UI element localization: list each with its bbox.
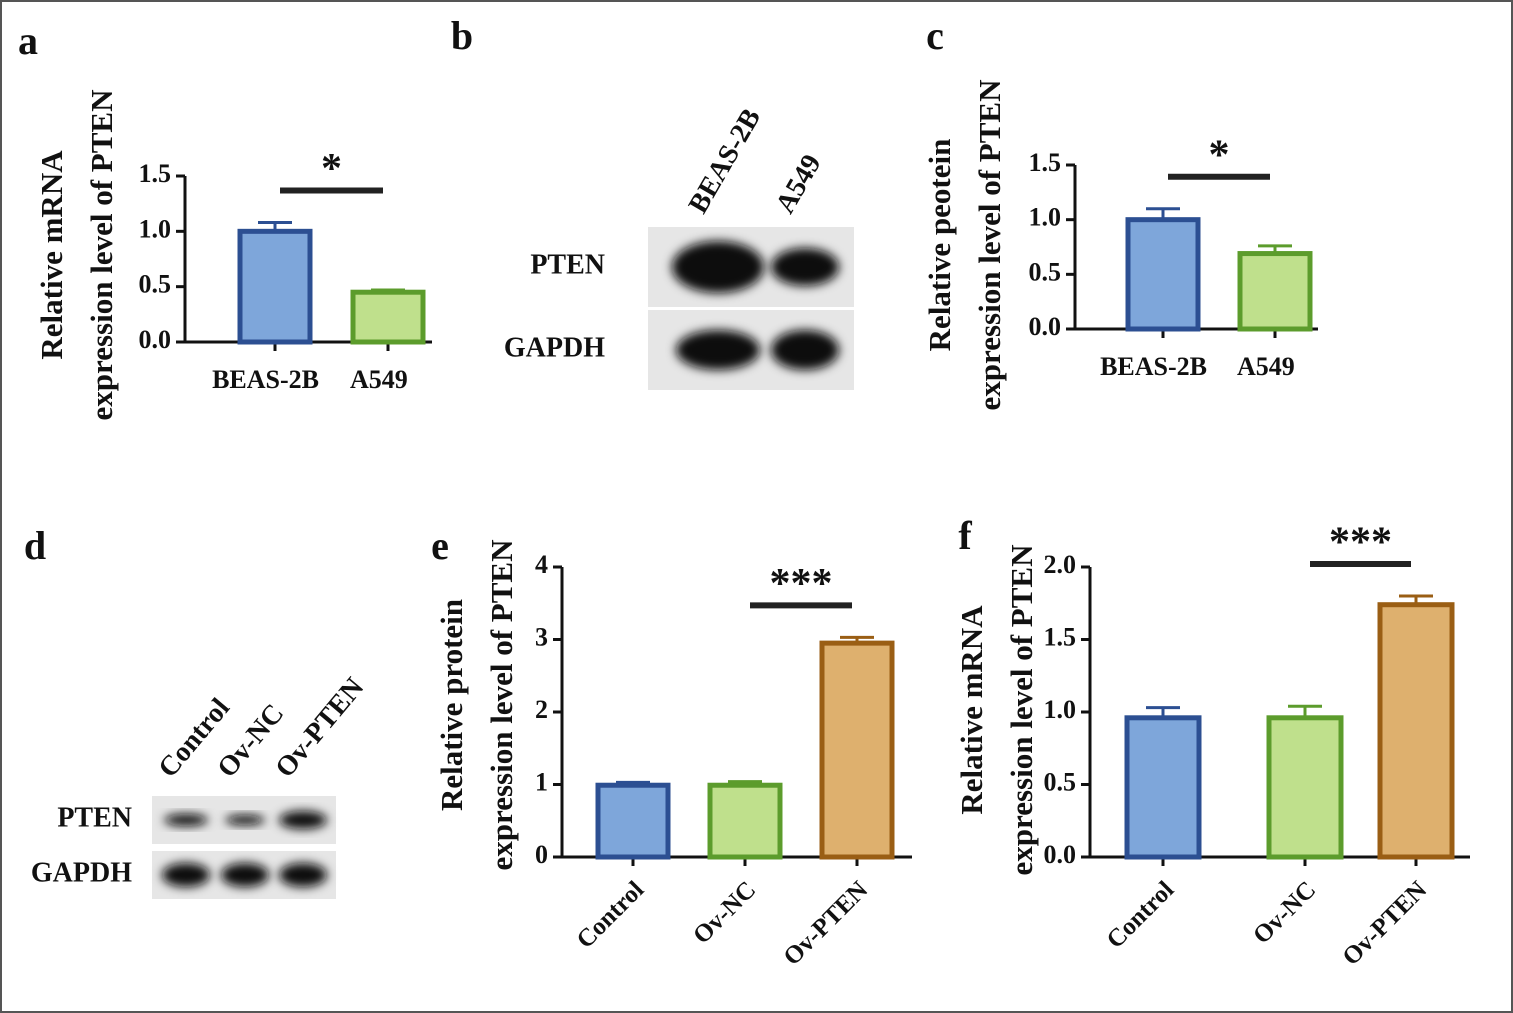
y-tick-label: 4 xyxy=(535,550,548,579)
panel-label: d xyxy=(24,523,46,568)
panel-label: e xyxy=(431,523,449,568)
significance-label: *** xyxy=(1329,520,1392,566)
panel-label: c xyxy=(926,13,944,58)
y-tick-label: 0.0 xyxy=(1029,312,1062,341)
blot-band xyxy=(279,811,327,829)
y-axis-label: expression level of PTEN xyxy=(484,540,519,871)
blot-band xyxy=(164,814,208,826)
y-tick-label: 1.0 xyxy=(139,214,172,243)
blot-band xyxy=(162,863,210,887)
bar xyxy=(819,640,895,860)
y-tick-label: 3 xyxy=(535,622,548,651)
y-tick-label: 1.5 xyxy=(139,159,172,188)
bar xyxy=(595,782,671,860)
bar xyxy=(237,228,313,345)
x-tick-label: BEAS-2B xyxy=(1100,352,1207,381)
significance-label: *** xyxy=(770,561,833,607)
y-axis-label: expression level of PTEN xyxy=(1004,545,1039,876)
row-label: GAPDH xyxy=(31,857,132,888)
y-tick-label: 0.5 xyxy=(1029,257,1062,286)
y-tick-label: 1 xyxy=(535,767,548,796)
significance-label: * xyxy=(321,146,342,192)
blot-band xyxy=(771,248,839,286)
bar xyxy=(1377,602,1455,860)
y-axis-label: Relative protein xyxy=(434,599,469,811)
y-tick-label: 0.5 xyxy=(1044,767,1077,796)
y-tick-label: 1.0 xyxy=(1029,203,1062,232)
bar xyxy=(350,289,426,345)
blot-band xyxy=(279,863,327,887)
bar xyxy=(1125,217,1201,332)
panel-label: f xyxy=(958,513,972,558)
y-tick-label: 0.0 xyxy=(139,325,172,354)
y-tick-label: 1.5 xyxy=(1044,622,1077,651)
y-axis-label: Relative mRNA xyxy=(954,605,989,815)
row-label: GAPDH xyxy=(504,332,605,363)
y-axis-label: expression level of PTEN xyxy=(972,80,1007,411)
blot-band xyxy=(221,863,269,887)
y-tick-label: 1.0 xyxy=(1044,695,1077,724)
y-tick-label: 0.0 xyxy=(1044,840,1077,869)
y-axis-label: Relative mRNA xyxy=(34,150,69,360)
blot-band xyxy=(771,330,839,370)
row-label: PTEN xyxy=(57,802,132,833)
y-axis-label: Relative peotein xyxy=(922,139,957,352)
x-tick-label: A549 xyxy=(1237,352,1295,381)
y-tick-label: 2 xyxy=(535,695,548,724)
bar xyxy=(1237,251,1313,332)
panel-label: a xyxy=(18,18,38,63)
y-tick-label: 0 xyxy=(535,840,548,869)
y-tick-label: 1.5 xyxy=(1029,148,1062,177)
y-axis-label: expression level of PTEN xyxy=(84,90,119,421)
bar xyxy=(1124,715,1202,860)
row-label: PTEN xyxy=(530,249,605,280)
blot-band xyxy=(672,241,764,293)
bar xyxy=(1266,715,1344,860)
blot-band xyxy=(676,330,760,370)
panel-label: b xyxy=(451,13,473,58)
significance-label: * xyxy=(1209,132,1230,178)
x-tick-label: A549 xyxy=(350,365,408,394)
y-tick-label: 2.0 xyxy=(1044,550,1077,579)
y-tick-label: 0.5 xyxy=(139,270,172,299)
x-tick-label: BEAS-2B xyxy=(212,365,319,394)
bar xyxy=(707,782,783,860)
blot-band xyxy=(225,815,265,825)
